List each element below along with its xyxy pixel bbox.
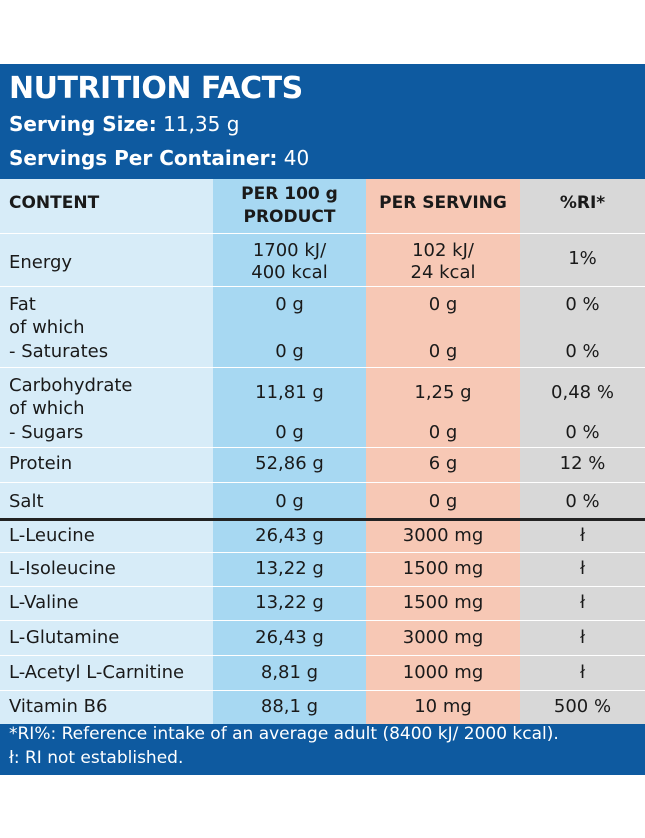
header-per-serving: PER SERVING <box>366 179 520 233</box>
serving-size-value: 11,35 g <box>156 112 240 136</box>
servings-per-container: Servings Per Container: 40 <box>9 146 309 170</box>
table-row: Carbohydrate of which - Sugars 11,81 g 0… <box>0 367 645 447</box>
footnote-not-established: ł: RI not established. <box>9 748 184 768</box>
table-row: L-Valine 13,22 g 1500 mg ł <box>0 586 645 620</box>
table-row: Energy 1700 kJ/ 400 kcal 102 kJ/ 24 kcal… <box>0 233 645 286</box>
serving-size-label: Serving Size: <box>9 112 157 136</box>
table-row: Protein 52,86 g 6 g 12 % <box>0 447 645 482</box>
table-row: Fat of which - Saturates 0 g 0 g 0 g 0 g… <box>0 286 645 367</box>
table-row: Vitamin B6 88,1 g 10 mg 500 % <box>0 690 645 724</box>
table-row: L-Leucine 26,43 g 3000 mg ł <box>0 518 645 552</box>
footnote: *RI%: Reference intake of an average adu… <box>0 716 645 775</box>
header-per-100g: PER 100 g PRODUCT <box>213 179 366 233</box>
table-row: L-Glutamine 26,43 g 3000 mg ł <box>0 620 645 655</box>
table-header-row: CONTENT PER 100 g PRODUCT PER SERVING %R… <box>0 179 645 233</box>
energy-label: Energy <box>9 252 73 273</box>
header-content: CONTENT <box>0 179 213 233</box>
header-ri: %RI* <box>520 179 645 233</box>
serving-size: Serving Size: 11,35 g <box>9 112 239 136</box>
servings-label: Servings Per Container: <box>9 146 278 170</box>
table-row: Salt 0 g 0 g 0 % <box>0 482 645 518</box>
footnote-ri: *RI%: Reference intake of an average adu… <box>9 724 559 744</box>
nutrition-header: NUTRITION FACTS Serving Size: 11,35 g Se… <box>0 64 645 179</box>
nutrition-table: CONTENT PER 100 g PRODUCT PER SERVING %R… <box>0 179 645 724</box>
table-row: L-Isoleucine 13,22 g 1500 mg ł <box>0 552 645 586</box>
servings-value: 40 <box>277 146 310 170</box>
table-row: L-Acetyl L-Carnitine 8,81 g 1000 mg ł <box>0 655 645 690</box>
nutrition-title: NUTRITION FACTS <box>9 71 303 106</box>
